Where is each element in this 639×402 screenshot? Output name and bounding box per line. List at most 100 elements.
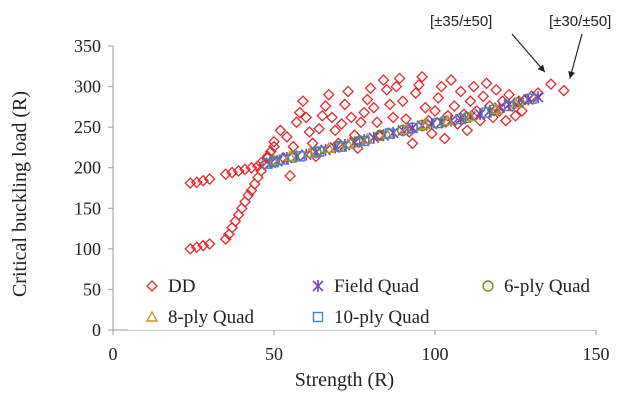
annotation-30-50: [±30/±50] bbox=[549, 13, 611, 79]
point-dd bbox=[367, 101, 380, 114]
point-dd bbox=[345, 111, 358, 124]
point-dd bbox=[358, 106, 371, 119]
annotation-label: [±35/±50] bbox=[430, 13, 492, 30]
point-dd bbox=[316, 109, 329, 122]
point-dd bbox=[464, 95, 477, 108]
legend-marker-field-quad bbox=[312, 280, 324, 292]
point-dd bbox=[342, 85, 354, 98]
point-dd bbox=[396, 95, 409, 108]
point-dd bbox=[406, 137, 419, 150]
legend-marker-6-ply-quad bbox=[482, 280, 494, 292]
point-dd bbox=[184, 177, 197, 190]
point-dd bbox=[219, 168, 232, 181]
point-dd bbox=[400, 113, 412, 125]
x-axis-title: Strength (R) bbox=[295, 369, 394, 391]
point-dd bbox=[245, 161, 258, 174]
legend-label-10-ply-quad: 10-ply Quad bbox=[334, 307, 430, 328]
point-8-ply-quad bbox=[361, 132, 374, 145]
point-dd bbox=[329, 124, 342, 137]
y-tick-label: 150 bbox=[74, 198, 101, 218]
point-dd bbox=[387, 111, 400, 124]
legend-label-8-ply-quad: 8-ply Quad bbox=[168, 307, 255, 328]
point-dd bbox=[384, 98, 396, 111]
x-tick-label: 50 bbox=[265, 344, 283, 364]
point-dd bbox=[390, 80, 403, 93]
point-dd bbox=[474, 114, 486, 127]
point-dd bbox=[251, 171, 264, 184]
point-8-ply-quad bbox=[489, 102, 503, 114]
point-dd bbox=[557, 84, 570, 97]
x-tick-label: 100 bbox=[422, 344, 449, 364]
y-tick-label: 350 bbox=[74, 36, 101, 56]
point-6-ply-quad bbox=[438, 115, 451, 128]
point-dd bbox=[477, 90, 490, 103]
point-dd bbox=[232, 208, 245, 221]
legend: DD Field Quad 6-ply Quad 8-ply Quad 10-ply Q… bbox=[128, 268, 598, 330]
y-tick-label: 0 bbox=[92, 320, 101, 340]
point-dd bbox=[435, 80, 448, 93]
point-8-ply-quad bbox=[441, 114, 455, 126]
legend-label-6-ply-quad: 6-ply Quad bbox=[504, 276, 591, 297]
point-dd bbox=[232, 165, 245, 177]
point-dd bbox=[516, 104, 528, 117]
point-10-ply-quad bbox=[278, 154, 289, 165]
x-tick-label: 150 bbox=[583, 344, 610, 364]
point-dd bbox=[297, 95, 309, 108]
point-dd bbox=[364, 82, 377, 95]
point-6-ply-quad bbox=[461, 111, 473, 124]
point-10-ply-quad bbox=[358, 135, 370, 147]
point-dd bbox=[287, 140, 300, 153]
point-dd bbox=[490, 83, 503, 96]
point-dd bbox=[268, 135, 280, 148]
point-dd bbox=[461, 124, 474, 137]
point-dd bbox=[441, 109, 454, 122]
legend-marker-8-ply-quad bbox=[145, 310, 159, 322]
point-dd bbox=[416, 70, 429, 83]
point-dd bbox=[197, 174, 210, 187]
point-10-ply-quad bbox=[455, 113, 466, 125]
arrowhead bbox=[537, 64, 545, 73]
point-dd bbox=[280, 130, 293, 143]
legend-background bbox=[128, 268, 598, 330]
point-dd bbox=[361, 93, 374, 106]
point-dd bbox=[203, 173, 216, 185]
point-dd bbox=[326, 111, 338, 124]
point-8-ply-quad bbox=[303, 146, 316, 158]
series-dd bbox=[184, 70, 570, 255]
point-dd bbox=[229, 215, 242, 228]
point-dd bbox=[338, 98, 351, 111]
annotation-label: [±30/±50] bbox=[549, 13, 611, 30]
point-dd bbox=[251, 160, 264, 173]
point-dd bbox=[429, 104, 441, 117]
point-dd bbox=[322, 88, 335, 101]
point-dd bbox=[412, 79, 425, 91]
point-dd bbox=[425, 127, 438, 140]
point-dd bbox=[290, 116, 303, 129]
point-dd bbox=[190, 241, 203, 254]
point-dd bbox=[371, 116, 383, 129]
point-dd bbox=[480, 77, 493, 90]
point-dd bbox=[355, 116, 367, 129]
point-dd bbox=[268, 140, 280, 153]
point-dd bbox=[545, 78, 557, 91]
point-dd bbox=[190, 176, 203, 189]
point-dd bbox=[203, 238, 216, 250]
point-10-ply-quad bbox=[336, 141, 347, 152]
point-dd bbox=[226, 166, 239, 179]
y-axis-title: Critical buckling load (R) bbox=[9, 91, 31, 297]
point-10-ply-quad bbox=[313, 146, 325, 157]
annotation-arrow bbox=[511, 33, 546, 73]
legend-marker-10-ply-quad bbox=[312, 311, 324, 323]
point-dd bbox=[300, 111, 313, 124]
point-dd bbox=[235, 202, 248, 215]
point-dd bbox=[226, 221, 239, 234]
y-tick-label: 250 bbox=[74, 117, 101, 137]
point-dd bbox=[432, 92, 445, 104]
point-dd bbox=[467, 80, 480, 93]
point-dd bbox=[335, 117, 348, 130]
point-8-ply-quad bbox=[322, 141, 335, 153]
point-dd bbox=[493, 104, 506, 117]
y-tick-label: 200 bbox=[74, 158, 101, 178]
point-dd bbox=[284, 169, 297, 182]
point-8-ply-quad bbox=[464, 110, 477, 122]
